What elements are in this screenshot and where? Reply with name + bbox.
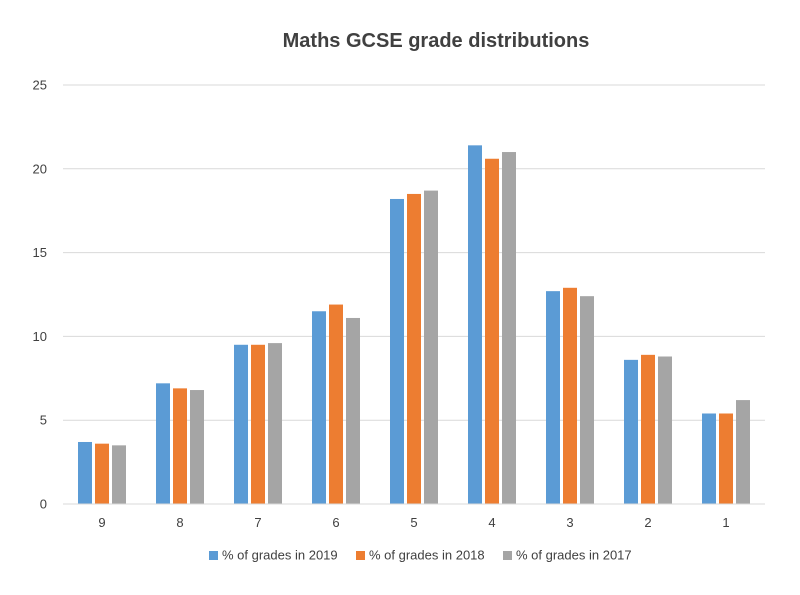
bar-2-category-9 xyxy=(95,443,109,504)
legend: % of grades in 2019 % of grades in 2018 % … xyxy=(209,548,632,563)
bar-1-category-3 xyxy=(546,291,560,504)
x-tick-label: 5 xyxy=(410,515,417,530)
bar-1-category-5 xyxy=(390,198,404,504)
y-tick-label: 25 xyxy=(33,78,47,93)
bar-2-category-2 xyxy=(641,354,655,504)
x-tick-label: 6 xyxy=(332,515,339,530)
legend-swatch xyxy=(503,551,512,560)
x-tick-label: 9 xyxy=(98,515,105,530)
x-tick-label: 3 xyxy=(566,515,573,530)
legend-label: % of grades in 2018 xyxy=(369,548,485,563)
y-axis-tick-labels: 0 5 10 15 20 25 xyxy=(33,78,47,512)
bar-3-category-5 xyxy=(424,190,438,504)
x-axis-tick-labels: 9 8 7 6 5 4 3 2 1 xyxy=(98,515,729,530)
bar-2-category-1 xyxy=(719,413,733,504)
y-tick-label: 0 xyxy=(40,497,47,512)
legend-label: % of grades in 2017 xyxy=(516,548,632,563)
bar-3-category-8 xyxy=(190,390,204,504)
bar-1-category-2 xyxy=(624,359,638,504)
x-tick-label: 8 xyxy=(176,515,183,530)
bar-3-category-2 xyxy=(658,356,672,504)
y-tick-label: 10 xyxy=(33,329,47,344)
legend-item: % of grades in 2019 xyxy=(209,548,338,563)
bar-2-category-6 xyxy=(329,304,343,504)
legend-label: % of grades in 2019 xyxy=(222,548,338,563)
x-tick-label: 2 xyxy=(644,515,651,530)
x-tick-label: 1 xyxy=(722,515,729,530)
y-tick-label: 5 xyxy=(40,413,47,428)
bar-1-category-6 xyxy=(312,311,326,504)
bar-2-category-8 xyxy=(173,388,187,504)
bar-3-category-3 xyxy=(580,296,594,504)
bar-2-category-5 xyxy=(407,193,421,504)
bar-2-category-4 xyxy=(485,158,499,504)
legend-swatch xyxy=(209,551,218,560)
legend-item: % of grades in 2018 xyxy=(356,548,485,563)
bar-1-category-7 xyxy=(234,344,248,504)
bar-1-category-9 xyxy=(78,441,92,504)
y-tick-label: 20 xyxy=(33,161,47,176)
bar-3-category-6 xyxy=(346,317,360,504)
bar-3-category-1 xyxy=(736,400,750,504)
bar-3-category-9 xyxy=(112,445,126,504)
bar-3-category-7 xyxy=(268,343,282,504)
bar-1-category-1 xyxy=(702,413,716,504)
bar-2-category-3 xyxy=(563,287,577,504)
chart-title: Maths GCSE grade distributions xyxy=(283,30,590,52)
bar-1-category-8 xyxy=(156,383,170,504)
x-tick-label: 7 xyxy=(254,515,261,530)
legend-item: % of grades in 2017 xyxy=(503,548,632,563)
x-tick-label: 4 xyxy=(488,515,495,530)
bar-3-category-4 xyxy=(502,152,516,505)
bars xyxy=(78,145,750,505)
bar-1-category-4 xyxy=(468,145,482,504)
bar-2-category-7 xyxy=(251,344,265,504)
legend-swatch xyxy=(356,551,365,560)
y-tick-label: 15 xyxy=(33,245,47,260)
